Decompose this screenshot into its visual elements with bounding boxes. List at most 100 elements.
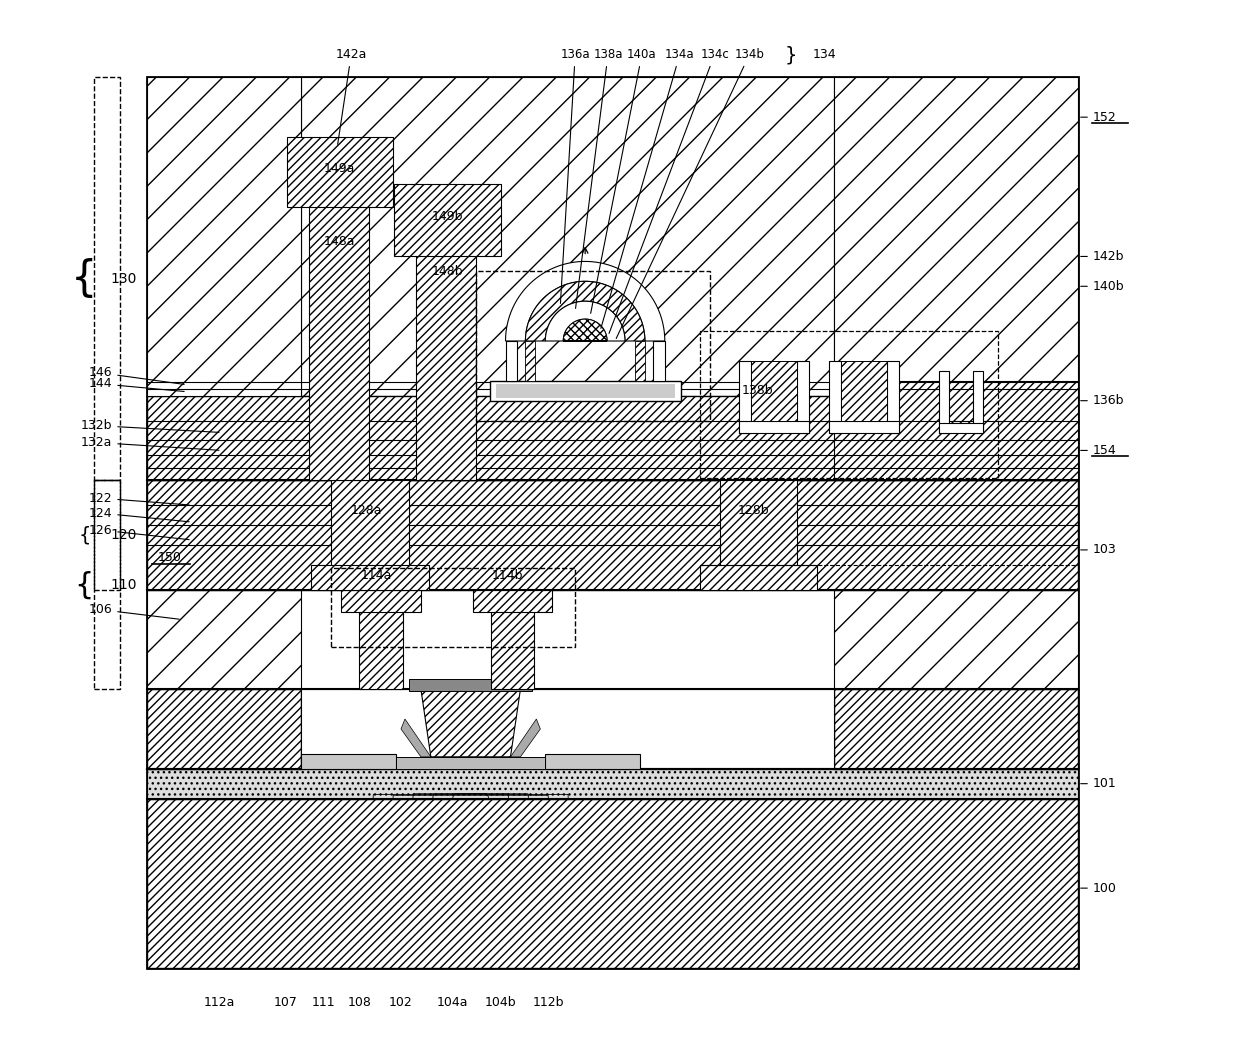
Text: 150: 150: [157, 551, 182, 564]
Bar: [526, 340, 536, 381]
Text: 130: 130: [110, 272, 136, 286]
Bar: [415, 251, 476, 480]
Bar: [301, 689, 835, 769]
Text: 106: 106: [88, 603, 180, 619]
Text: 154: 154: [1081, 444, 1117, 456]
Bar: [490, 381, 681, 401]
Bar: [491, 600, 534, 689]
Text: 142a: 142a: [336, 48, 367, 145]
Polygon shape: [401, 719, 430, 757]
Bar: [148, 769, 1078, 799]
Text: 132b: 132b: [81, 419, 219, 432]
Bar: [751, 361, 797, 420]
Bar: [835, 381, 1078, 480]
Bar: [472, 589, 552, 612]
Bar: [973, 371, 983, 433]
Text: 136a: 136a: [560, 48, 590, 303]
Text: 134b: 134b: [616, 48, 764, 338]
Text: 149b: 149b: [432, 211, 464, 223]
Bar: [739, 361, 751, 433]
Bar: [148, 589, 301, 689]
Text: 148a: 148a: [324, 235, 355, 248]
Text: 104b: 104b: [485, 996, 516, 1009]
Text: {: {: [71, 259, 98, 300]
Bar: [835, 689, 1078, 769]
Bar: [699, 331, 998, 479]
Text: 149a: 149a: [324, 163, 355, 176]
Text: 107: 107: [274, 996, 298, 1009]
Polygon shape: [511, 719, 541, 757]
Text: 112a: 112a: [205, 996, 236, 1009]
Bar: [396, 757, 546, 769]
Bar: [887, 361, 899, 433]
Polygon shape: [563, 319, 608, 340]
Text: 140b: 140b: [1081, 280, 1125, 293]
Bar: [301, 589, 835, 689]
Text: 108: 108: [347, 996, 371, 1009]
Text: {: {: [78, 526, 91, 545]
Text: 144: 144: [88, 378, 185, 392]
Text: 134c: 134c: [609, 48, 729, 333]
Polygon shape: [506, 262, 665, 340]
Text: 102: 102: [389, 996, 413, 1009]
Text: 111: 111: [311, 996, 335, 1009]
Text: 100: 100: [1081, 882, 1117, 895]
Bar: [94, 78, 120, 480]
Bar: [939, 371, 949, 433]
Text: {: {: [74, 570, 94, 599]
Bar: [94, 480, 120, 689]
Bar: [331, 568, 575, 647]
Text: 126: 126: [88, 523, 190, 539]
Bar: [148, 799, 1078, 968]
Text: 134: 134: [812, 48, 836, 61]
Text: 104a: 104a: [436, 996, 469, 1009]
Bar: [409, 679, 532, 692]
Text: 140a: 140a: [590, 48, 657, 314]
Text: 138b: 138b: [742, 384, 774, 397]
Bar: [148, 480, 1078, 589]
Bar: [360, 600, 403, 689]
Text: 128b: 128b: [738, 503, 769, 517]
Bar: [546, 753, 640, 769]
Text: 142b: 142b: [1081, 250, 1125, 263]
Text: 136b: 136b: [1081, 394, 1125, 408]
Bar: [94, 480, 120, 589]
Text: 110: 110: [110, 578, 136, 592]
Bar: [331, 480, 409, 575]
Bar: [939, 422, 983, 433]
Bar: [797, 361, 810, 433]
Bar: [830, 420, 899, 433]
Text: 112b: 112b: [532, 996, 564, 1009]
Bar: [286, 137, 393, 206]
Text: 146: 146: [88, 366, 185, 384]
Bar: [148, 396, 1078, 480]
Bar: [699, 565, 817, 589]
Bar: [739, 420, 810, 433]
Bar: [652, 340, 665, 381]
Bar: [719, 480, 797, 575]
Text: 152: 152: [1081, 111, 1117, 123]
Text: 122: 122: [88, 492, 190, 505]
Polygon shape: [420, 689, 521, 757]
Bar: [148, 78, 1078, 968]
Text: 128a: 128a: [351, 503, 382, 517]
Text: }: }: [785, 45, 797, 64]
Text: 134a: 134a: [601, 48, 694, 329]
Bar: [496, 384, 675, 398]
Bar: [301, 753, 396, 769]
Bar: [835, 78, 1078, 396]
Text: 138a: 138a: [575, 48, 622, 309]
Bar: [635, 340, 645, 381]
Text: 132a: 132a: [81, 436, 219, 450]
Bar: [341, 589, 420, 612]
Text: 114b: 114b: [492, 569, 523, 582]
Bar: [310, 202, 370, 480]
Text: 148b: 148b: [432, 265, 464, 278]
Text: 101: 101: [1081, 777, 1117, 791]
Text: 124: 124: [88, 506, 190, 521]
Bar: [841, 361, 887, 420]
Polygon shape: [546, 301, 625, 340]
Text: 103: 103: [1081, 544, 1117, 556]
Bar: [506, 340, 517, 381]
Bar: [830, 361, 841, 433]
